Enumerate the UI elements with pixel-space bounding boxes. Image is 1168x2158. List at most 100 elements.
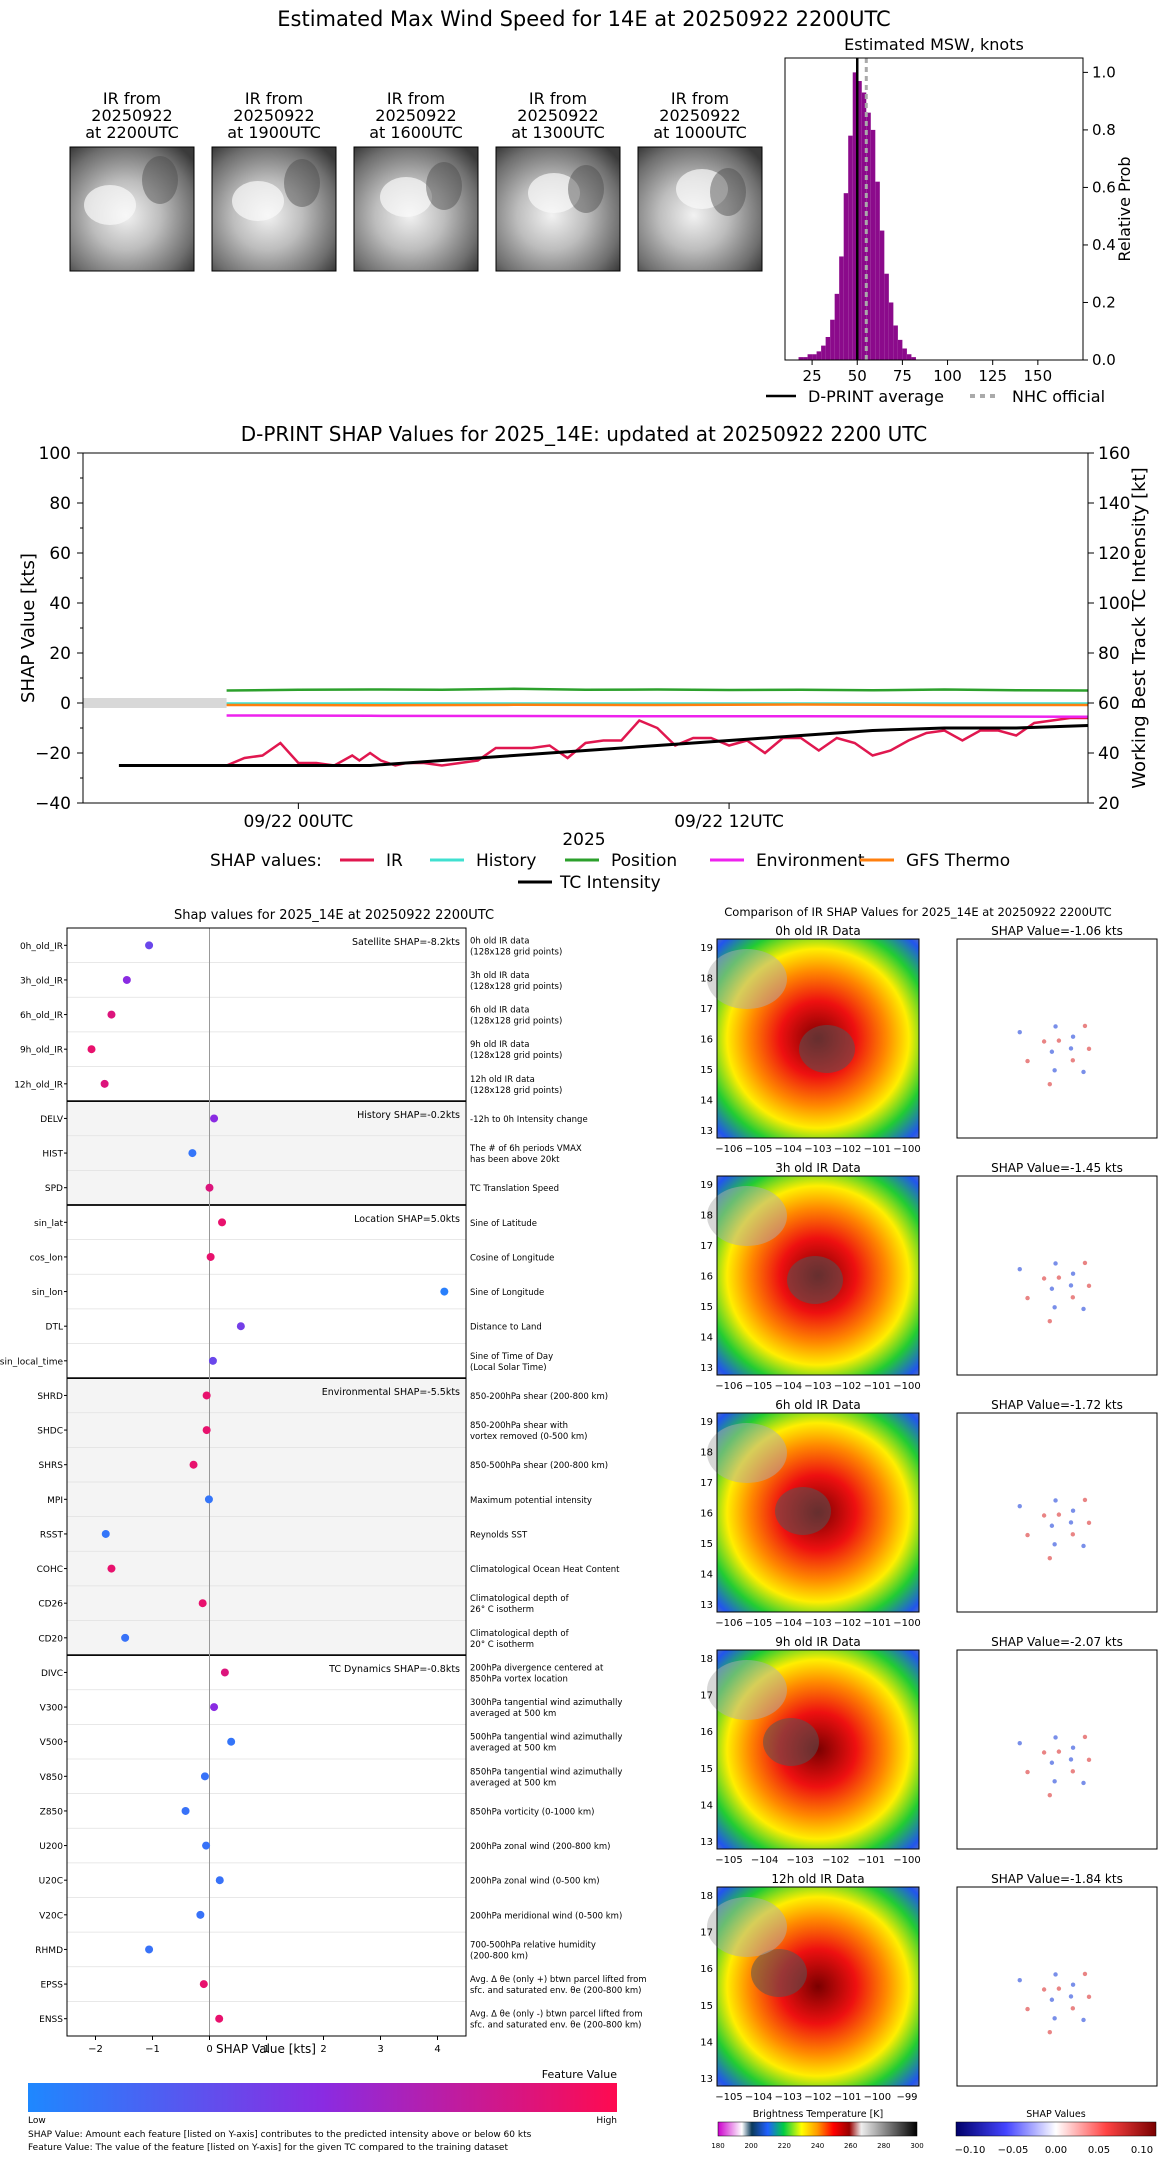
ir-thumb-title-line2: 20250922	[517, 106, 598, 125]
shap-map-speckle	[1082, 1260, 1088, 1266]
feature-description: Maximum potential intensity	[470, 1496, 592, 1506]
ir-thumbnail-cloud	[84, 185, 136, 225]
ir-thumb-title-line2: 20250922	[375, 106, 456, 125]
feature-description: vortex removed (0-500 km)	[470, 1432, 587, 1442]
shap-map-panel	[956, 1175, 1158, 1376]
ir-ytick-label: 16	[700, 1272, 713, 1283]
shap-map-speckle	[1070, 1769, 1076, 1774]
histogram-ytick-label: 0.0	[1092, 351, 1116, 369]
feature-dot-mpi	[204, 1495, 213, 1504]
ir-xtick-label: −104	[775, 1618, 802, 1629]
ir-xtick-label: −100	[864, 2092, 891, 2103]
colorbar-title: Feature Value	[542, 2068, 618, 2081]
ir-thumbnail-cloud	[676, 169, 728, 209]
shap-map-speckle	[1070, 1745, 1076, 1750]
timeseries-ytick-label: 20	[49, 644, 71, 664]
histogram-bar	[839, 256, 844, 360]
feature-dot-cd26	[198, 1599, 207, 1608]
shap-map-speckle	[1068, 1994, 1074, 1999]
ir-thumb-title-line3: at 1000UTC	[653, 123, 747, 142]
feature-dot-cd20	[121, 1633, 130, 1642]
shap-colorbar-tick: −0.05	[998, 2145, 1029, 2156]
shap-map-speckle	[1041, 1039, 1047, 1044]
shap-map-panel	[956, 1886, 1158, 2087]
feature-description: Avg. Δ θe (only +) btwn parcel lifted fr…	[470, 1975, 647, 1985]
shap-colorbar-tick: 0.00	[1045, 2145, 1067, 2156]
group-label: Environmental SHAP=-5.5kts	[322, 1387, 460, 1398]
legend-label: GFS Thermo	[906, 851, 1010, 871]
ir-ytick-label: 17	[700, 1478, 713, 1489]
ir-xtick-label: −105	[745, 1618, 772, 1629]
bt-colorbar-tick: 200	[744, 2142, 757, 2150]
ir-xtick-label: −99	[896, 2092, 917, 2103]
feature-description: 200hPa zonal wind (0-500 km)	[470, 1877, 600, 1887]
shap-map-speckle	[1053, 1972, 1058, 1977]
group-label: TC Dynamics SHAP=-0.8kts	[328, 1664, 460, 1675]
series-line-gfs-thermo	[226, 703, 1088, 707]
group-label: History SHAP=-0.2kts	[357, 1110, 460, 1121]
bt-colorbar-tick: 260	[844, 2142, 857, 2150]
group-label: Satellite SHAP=-8.2kts	[352, 937, 460, 948]
shap-map-speckle	[1082, 1734, 1088, 1740]
ir-xtick-label: −106	[715, 1381, 742, 1392]
ir-thumbnail-cloud	[426, 162, 462, 210]
ir-ytick-label: 18	[700, 1891, 713, 1902]
feature-name: ENSS	[39, 2015, 63, 2025]
feature-description: 850-200hPa shear (200-800 km)	[470, 1392, 608, 1402]
feature-description: 200hPa meridional wind (0-500 km)	[470, 1911, 622, 1921]
feature-name: cos_lon	[30, 1253, 63, 1263]
shap-map-speckle	[1047, 2029, 1052, 2035]
ir-xtick-label: −106	[715, 1144, 742, 1155]
ir-xtick-label: −102	[834, 1144, 861, 1155]
timeseries-ytick-label: 60	[49, 544, 71, 564]
feature-dot-rhmd	[145, 1945, 154, 1954]
shap-panel-title: SHAP Value=-1.45 kts	[991, 1161, 1123, 1175]
feature-name: EPSS	[40, 1981, 63, 1991]
histogram-bar	[888, 302, 894, 360]
timeseries-xtick-label: 09/22 12UTC	[674, 812, 784, 832]
histogram-bar	[897, 339, 903, 360]
feature-name: SHRS	[39, 1461, 64, 1471]
timeseries-ytick-label: 0	[60, 694, 71, 714]
histogram-bar	[879, 230, 885, 360]
feature-description: Sine of Time of Day	[470, 1352, 553, 1362]
footnote-shap: SHAP Value: Amount each feature [listed …	[28, 2130, 532, 2140]
ir-ytick-label: 19	[700, 943, 713, 954]
legend-label: IR	[386, 851, 403, 871]
shap-panel-title: SHAP Value=-2.07 kts	[991, 1635, 1123, 1649]
legend-label: History	[476, 851, 536, 871]
ir-thumbnail-cloud	[710, 168, 746, 216]
histogram-bar	[866, 112, 871, 361]
ir-thumb-title-line3: at 1600UTC	[369, 123, 463, 142]
shap-map-speckle	[1086, 1994, 1092, 2000]
ir-panel-frame	[716, 1649, 920, 1850]
bt-colorbar-tick: 180	[711, 2142, 724, 2150]
timeseries-ytick-label: −20	[35, 744, 71, 764]
colorbar-high-label: High	[596, 2116, 617, 2126]
feature-dot-v850	[200, 1772, 209, 1781]
histogram-bar	[798, 357, 804, 360]
shap-map-speckle	[1070, 1058, 1076, 1063]
shap-map-speckle	[1086, 1520, 1092, 1526]
ir-ytick-label: 16	[700, 1509, 713, 1520]
timeseries-y2tick-label: 60	[1098, 694, 1120, 714]
shap-map-speckle	[1052, 1542, 1057, 1547]
ir-thumb-title-line2: 20250922	[233, 106, 314, 125]
feature-description: 850-200hPa shear with	[470, 1421, 568, 1431]
shap-map-speckle	[1082, 1497, 1088, 1503]
ir-ytick-label: 14	[700, 2037, 713, 2048]
histogram-bar	[852, 72, 858, 360]
histogram-bar	[906, 354, 912, 360]
ir-xtick-label: −103	[804, 1618, 831, 1629]
timeseries-y2tick-label: 20	[1098, 794, 1120, 814]
histogram-bar	[803, 357, 808, 360]
ir-ytick-label: 19	[700, 1180, 713, 1191]
feature-description: sfc. and saturated env. θe (200-800 km)	[470, 1986, 642, 1996]
ir-thumb-title-line3: at 1300UTC	[511, 123, 605, 142]
dotplot-xtick-label: 0	[206, 2044, 212, 2055]
shap-map-speckle	[1047, 1318, 1052, 1324]
shap-map-speckle	[1053, 1498, 1058, 1503]
ir-xtick-label: −106	[715, 1618, 742, 1629]
shap-colorbar	[955, 2121, 1157, 2137]
